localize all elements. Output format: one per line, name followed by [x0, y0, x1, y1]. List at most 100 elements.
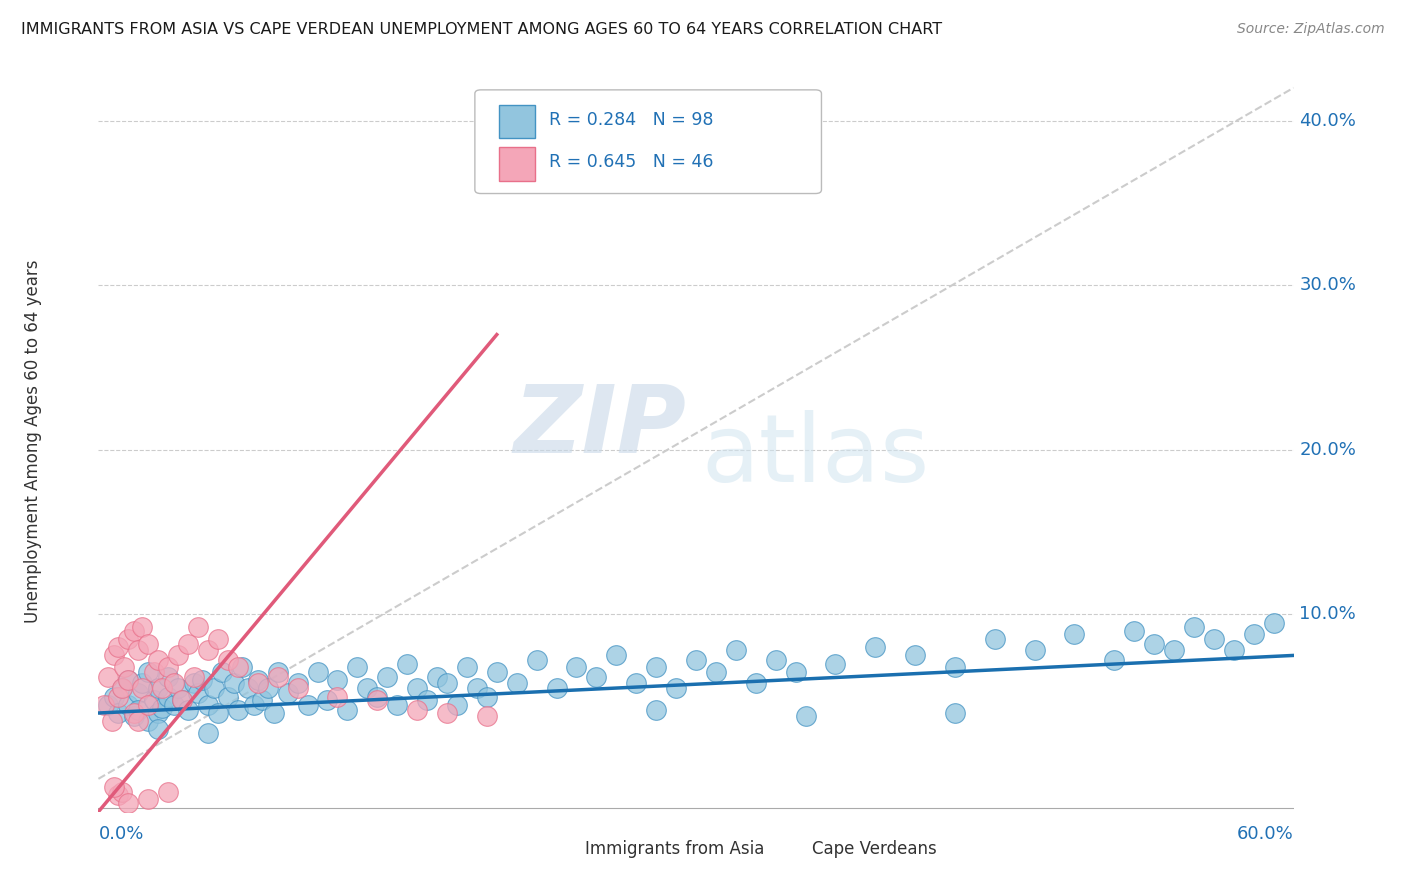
Point — [236, 681, 259, 696]
Point — [136, 714, 159, 729]
Point — [197, 643, 219, 657]
Point — [267, 670, 290, 684]
Point — [143, 665, 166, 679]
Point — [136, 637, 159, 651]
Bar — [499, 105, 534, 138]
Point — [217, 690, 239, 704]
Point — [148, 723, 170, 737]
Point — [101, 714, 124, 729]
Point — [163, 676, 186, 690]
Point — [297, 698, 319, 712]
Point — [136, 791, 159, 805]
Point — [124, 706, 146, 720]
Text: Cape Verdeans: Cape Verdeans — [811, 839, 936, 858]
Point — [187, 620, 209, 634]
Point — [1243, 627, 1265, 641]
Point — [904, 648, 927, 663]
Point — [131, 676, 153, 690]
Point — [406, 681, 429, 696]
Point — [157, 690, 180, 704]
Point — [107, 690, 129, 704]
Text: R = 0.284   N = 98: R = 0.284 N = 98 — [548, 112, 713, 129]
Point — [177, 637, 200, 651]
Point — [177, 703, 200, 717]
Point — [984, 632, 1007, 646]
Point — [93, 698, 115, 712]
Point — [107, 706, 129, 720]
Point — [111, 785, 134, 799]
Point — [605, 648, 627, 663]
Point — [485, 665, 508, 679]
Point — [1202, 632, 1225, 646]
Point — [148, 706, 170, 720]
Point — [526, 653, 548, 667]
Point — [111, 681, 134, 696]
Point — [396, 657, 419, 671]
Point — [136, 665, 159, 679]
Point — [287, 681, 309, 696]
Point — [183, 670, 205, 684]
Point — [107, 640, 129, 655]
Point — [626, 676, 648, 690]
Point — [356, 681, 378, 696]
Point — [256, 681, 278, 696]
Point — [1123, 624, 1146, 638]
Point — [97, 670, 120, 684]
Point — [336, 703, 359, 717]
Point — [645, 703, 668, 717]
Point — [665, 681, 688, 696]
Point — [366, 690, 388, 704]
Point — [794, 709, 817, 723]
Point — [385, 698, 409, 712]
Point — [1182, 620, 1205, 634]
Point — [1104, 653, 1126, 667]
Point — [97, 698, 120, 712]
Point — [565, 660, 588, 674]
Point — [202, 681, 225, 696]
Point — [231, 660, 253, 674]
Point — [1163, 643, 1185, 657]
Point — [103, 648, 125, 663]
Point — [117, 698, 139, 712]
Text: Immigrants from Asia: Immigrants from Asia — [585, 839, 765, 858]
Point — [167, 648, 190, 663]
Point — [191, 673, 214, 687]
Point — [475, 690, 498, 704]
Text: 0.0%: 0.0% — [98, 825, 143, 843]
Point — [117, 673, 139, 687]
Point — [172, 693, 194, 707]
Point — [287, 676, 309, 690]
Text: R = 0.645   N = 46: R = 0.645 N = 46 — [548, 153, 713, 171]
Point — [375, 670, 398, 684]
Point — [131, 681, 153, 696]
Point — [366, 693, 388, 707]
Point — [765, 653, 787, 667]
Point — [103, 780, 125, 794]
Text: 60.0%: 60.0% — [1237, 825, 1294, 843]
Point — [645, 660, 668, 674]
Point — [197, 725, 219, 739]
Bar — [547, 838, 572, 860]
Point — [267, 665, 290, 679]
Point — [316, 693, 339, 707]
Point — [724, 643, 747, 657]
Point — [127, 643, 149, 657]
Point — [865, 640, 887, 655]
Point — [685, 653, 707, 667]
Text: 20.0%: 20.0% — [1299, 441, 1357, 458]
Bar — [499, 147, 534, 180]
Point — [112, 660, 135, 674]
Point — [217, 653, 239, 667]
Point — [167, 681, 190, 696]
Point — [157, 785, 180, 799]
Point — [1263, 615, 1285, 630]
Point — [131, 620, 153, 634]
Point — [406, 703, 429, 717]
Text: atlas: atlas — [702, 410, 929, 502]
Point — [943, 660, 966, 674]
Point — [436, 706, 458, 720]
Point — [326, 673, 349, 687]
Point — [127, 714, 149, 729]
Point — [107, 789, 129, 803]
Point — [307, 665, 329, 679]
